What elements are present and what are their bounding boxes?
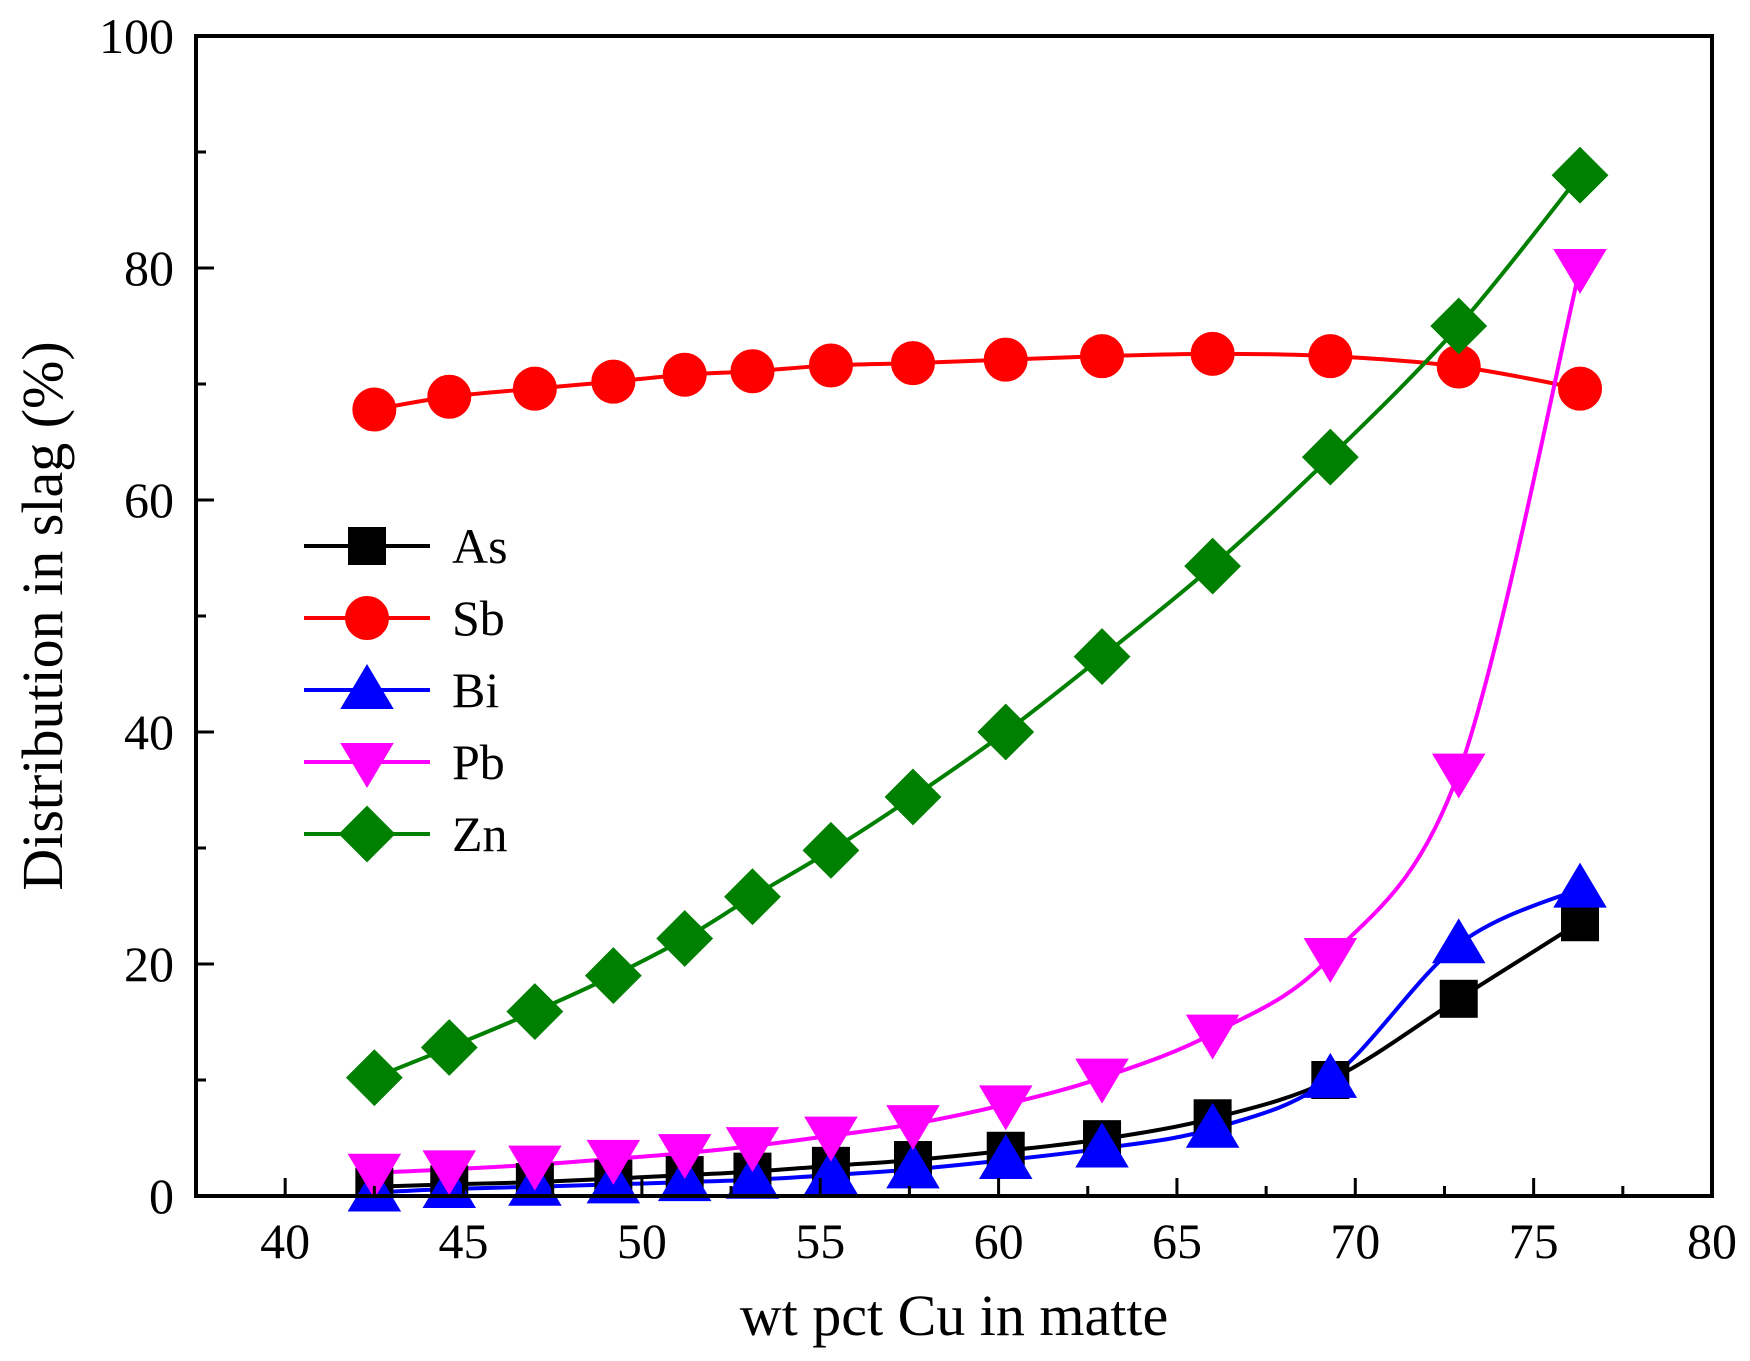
legend-marker-bi (340, 664, 394, 709)
x-tick-label: 65 (1152, 1213, 1202, 1269)
x-tick-label: 70 (1330, 1213, 1380, 1269)
data-point-sb (591, 359, 636, 404)
data-point-sb (1308, 334, 1353, 379)
series-markers (345, 146, 1609, 1212)
data-point-pb (886, 1105, 940, 1151)
data-point-zn (1551, 146, 1609, 204)
series-lines (373, 173, 1582, 1195)
data-point-bi (886, 1143, 940, 1189)
data-point-bi (804, 1149, 858, 1195)
y-tick-label: 0 (149, 1168, 174, 1224)
legend-label-sb: Sb (452, 590, 505, 646)
legend-label-zn: Zn (452, 806, 508, 862)
x-tick-label: 45 (439, 1213, 489, 1269)
data-point-sb (352, 387, 397, 432)
y-tick-label: 60 (124, 472, 174, 528)
data-point-bi (1431, 918, 1486, 964)
data-point-bi (978, 1134, 1033, 1180)
data-point-pb (1303, 938, 1358, 983)
data-point-pb (347, 1153, 402, 1199)
data-point-as (1439, 979, 1478, 1018)
data-point-pb (1185, 1014, 1240, 1060)
data-point-as (1561, 903, 1600, 942)
data-point-zn (506, 983, 564, 1040)
data-point-pb (508, 1145, 562, 1191)
data-point-zn (884, 768, 942, 826)
data-point-zn (656, 910, 714, 967)
legend-marker-pb (340, 743, 394, 788)
legend-label-as: As (452, 518, 508, 574)
data-point-zn (1430, 297, 1488, 355)
data-point-bi (1075, 1122, 1129, 1168)
data-point-zn (1184, 537, 1242, 595)
data-point-sb (808, 343, 853, 388)
y-tick-label: 80 (124, 240, 174, 296)
data-point-pb (725, 1127, 780, 1173)
data-point-sb (890, 341, 935, 386)
axis-ticks: 40 45 50 55 60 65 70 75 80 0 20 40 60 80 100 (99, 8, 1737, 1269)
data-point-pb (1553, 249, 1607, 294)
y-tick-label: 20 (124, 936, 174, 992)
data-point-sb (427, 374, 472, 419)
x-axis-title: wt pct Cu in matte (740, 1283, 1169, 1348)
data-point-zn (584, 947, 642, 1005)
data-point-bi (1303, 1052, 1358, 1098)
legend-label-bi: Bi (452, 662, 499, 718)
data-point-pb (657, 1134, 712, 1180)
data-point-bi (657, 1156, 712, 1202)
x-tick-label: 50 (617, 1213, 667, 1269)
legend-label-pb: Pb (452, 734, 505, 790)
data-point-zn (420, 1019, 478, 1076)
data-point-pb (1075, 1058, 1129, 1104)
data-point-pb (978, 1085, 1033, 1131)
data-point-zn (345, 1049, 403, 1107)
data-point-pb (804, 1116, 858, 1162)
data-point-sb (1080, 334, 1125, 379)
data-point-zn (802, 821, 860, 879)
data-point-sb (1558, 366, 1603, 411)
y-axis-title: Distribution in slag (%) (10, 341, 75, 890)
data-point-sb (730, 349, 775, 394)
data-point-sb (512, 366, 557, 411)
x-tick-label: 40 (260, 1213, 310, 1269)
y-tick-label: 40 (124, 704, 174, 760)
data-point-pb (1431, 753, 1486, 799)
legend: As Sb Bi Pb Zn (304, 518, 508, 863)
series-line-zn (373, 173, 1582, 1080)
data-point-bi (1185, 1102, 1240, 1148)
x-tick-label: 60 (974, 1213, 1024, 1269)
data-point-zn (977, 703, 1035, 761)
data-point-zn (1301, 428, 1359, 486)
data-point-sb (662, 352, 707, 397)
x-tick-label: 55 (795, 1213, 845, 1269)
data-point-pb (422, 1150, 477, 1196)
x-tick-label: 80 (1687, 1213, 1737, 1269)
y-tick-label: 100 (99, 8, 174, 64)
legend-marker-sb (345, 596, 389, 640)
data-point-sb (983, 337, 1028, 382)
data-point-zn (724, 868, 781, 926)
x-tick-label: 75 (1509, 1213, 1559, 1269)
series-line-pb (374, 267, 1582, 1175)
data-point-zn (1073, 628, 1131, 686)
legend-marker-zn (338, 805, 396, 863)
legend-marker-as (348, 527, 386, 565)
data-point-bi (1553, 862, 1607, 908)
data-point-sb (1190, 331, 1235, 376)
data-point-pb (586, 1139, 641, 1185)
